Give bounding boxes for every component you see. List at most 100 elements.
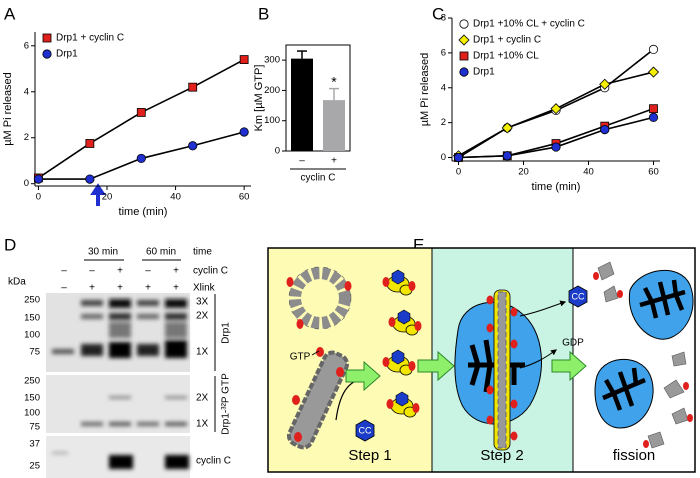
point — [239, 127, 249, 137]
x-axis-label: time (min) — [532, 181, 581, 193]
pointer — [311, 350, 320, 356]
sign: + — [89, 283, 95, 294]
arrow — [90, 183, 106, 206]
release-arrow — [519, 349, 557, 369]
cc-label: CC — [359, 425, 372, 435]
bands — [81, 396, 187, 426]
x-tick-label: 20 — [102, 192, 113, 203]
bar — [323, 100, 345, 151]
bands — [52, 299, 187, 358]
sign: + — [145, 283, 151, 294]
gtp — [336, 367, 344, 377]
y-tick-label: 0 — [24, 178, 29, 189]
y-tick-label: 4 — [441, 82, 446, 93]
legend-label: Drp1 + cyclin C — [473, 35, 541, 46]
legend-marker — [459, 67, 469, 77]
panel-letter: E — [413, 235, 424, 254]
point — [551, 142, 561, 152]
y-tick-label: 8 — [441, 13, 446, 24]
x-tick-label: 0 — [456, 167, 461, 178]
band-label: 2X — [196, 393, 209, 404]
sign: – — [145, 266, 151, 277]
frame — [267, 247, 696, 473]
fragments — [597, 261, 689, 449]
y-tick-label: 6 — [24, 40, 29, 51]
point — [188, 141, 198, 151]
drp1-ring-edge — [288, 266, 352, 330]
y-axis-label: µM Pi released — [2, 72, 14, 146]
mw-marker: 37 — [29, 439, 40, 450]
sign: + — [117, 283, 123, 294]
row-label: time — [193, 247, 212, 258]
x-tick-label: 20 — [518, 167, 529, 178]
flow-arrow — [417, 350, 455, 382]
flow-arrow — [345, 360, 381, 392]
sign: + — [173, 283, 179, 294]
drp1-helix-core — [497, 291, 507, 449]
point — [648, 112, 659, 123]
bands — [52, 452, 189, 469]
point — [501, 122, 513, 134]
x-tick-label: 60 — [648, 167, 659, 178]
legend-marker — [458, 34, 470, 46]
gdp-label: GDP — [562, 338, 584, 349]
sign: – — [89, 266, 95, 277]
row-label: cyclin C — [193, 266, 228, 277]
sign: + — [117, 266, 123, 277]
blot-label: Drp1 — [221, 322, 232, 344]
blot-label: Drp1-³²P GTP — [221, 373, 232, 435]
cc-label: CC — [572, 291, 585, 301]
mw-marker: 150 — [24, 313, 40, 324]
legend-label: Drp1 +10% CL — [473, 51, 539, 62]
drp1-filament — [286, 350, 350, 450]
point — [649, 104, 658, 114]
mw-marker: 75 — [29, 422, 40, 433]
legend-label: Drp1 + cyclin C — [56, 33, 124, 44]
gtp-row — [486, 295, 518, 441]
x-tick-label: + — [331, 156, 337, 167]
cristae — [639, 279, 686, 319]
mitochondrion — [594, 359, 654, 429]
x-axis-label: time (min) — [119, 206, 168, 218]
y-axis-label: µM Pi released — [419, 53, 431, 127]
x-tick-label: 60 — [239, 192, 250, 203]
y-tick-label: 300 — [264, 55, 280, 66]
legend-marker — [459, 51, 469, 61]
x-tick-label: 40 — [583, 167, 594, 178]
panel-letter: C — [432, 4, 444, 23]
y-tick-label: 0 — [275, 146, 280, 157]
step-label: fission — [613, 447, 656, 464]
y-tick-label: 0 — [441, 152, 446, 163]
legend-marker — [42, 49, 52, 59]
gtp — [292, 395, 300, 405]
point — [136, 108, 146, 117]
gtp — [286, 277, 294, 287]
legend-label: Drp1 +10% CL + cyclin C — [473, 19, 585, 30]
point — [550, 103, 562, 115]
gtp — [316, 347, 324, 357]
mw-marker: 250 — [24, 376, 40, 387]
gtp-row — [593, 272, 693, 448]
point — [85, 174, 95, 184]
row-label: Xlink — [193, 283, 216, 294]
y-tick-label: 2 — [441, 117, 446, 128]
blot-label: cyclin C — [196, 456, 231, 467]
mw-marker: 75 — [29, 347, 40, 358]
gtp-label: GTP — [290, 352, 311, 363]
time-group: 30 min — [88, 247, 118, 258]
point — [600, 125, 610, 135]
panel-letter: D — [4, 235, 16, 254]
x-tick-label: 0 — [36, 192, 41, 203]
mw-marker: 100 — [24, 408, 40, 419]
mw-marker: 250 — [24, 295, 40, 306]
point — [648, 44, 659, 54]
cc-hexagon — [355, 419, 375, 442]
panel-letter: B — [258, 4, 269, 23]
mw-marker: 100 — [24, 330, 40, 341]
gtp — [344, 281, 352, 291]
mw-marker: 150 — [24, 393, 40, 404]
blot-panel: D 30 min 60 min time – – + – + cyclin C … — [4, 235, 232, 478]
x-tick-label: – — [299, 156, 305, 167]
band-label: 1X — [196, 419, 209, 430]
